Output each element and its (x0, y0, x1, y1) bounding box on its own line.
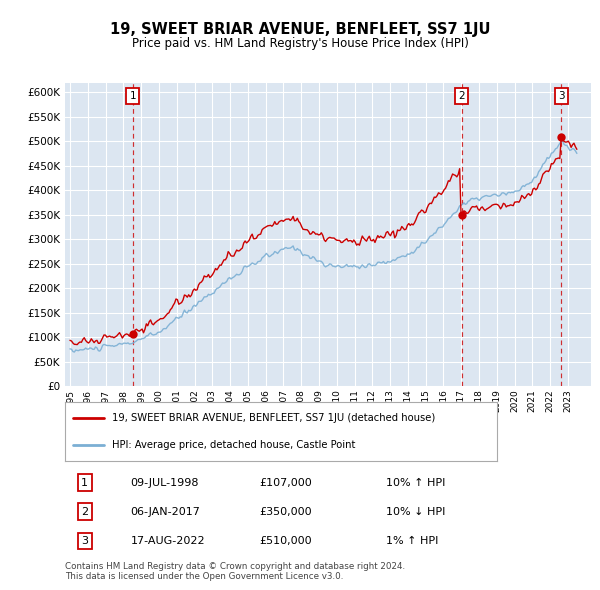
Text: £510,000: £510,000 (259, 536, 312, 546)
Text: 2: 2 (458, 91, 465, 101)
Text: 1% ↑ HPI: 1% ↑ HPI (386, 536, 438, 546)
Text: Contains HM Land Registry data © Crown copyright and database right 2024.
This d: Contains HM Land Registry data © Crown c… (65, 562, 405, 581)
Text: £350,000: £350,000 (259, 507, 312, 517)
Text: 1: 1 (130, 91, 136, 101)
Text: 3: 3 (81, 536, 88, 546)
Text: 19, SWEET BRIAR AVENUE, BENFLEET, SS7 1JU (detached house): 19, SWEET BRIAR AVENUE, BENFLEET, SS7 1J… (112, 414, 436, 423)
Text: 10% ↑ HPI: 10% ↑ HPI (386, 477, 445, 487)
Text: 09-JUL-1998: 09-JUL-1998 (131, 477, 199, 487)
Text: 3: 3 (558, 91, 565, 101)
Text: 19, SWEET BRIAR AVENUE, BENFLEET, SS7 1JU: 19, SWEET BRIAR AVENUE, BENFLEET, SS7 1J… (110, 22, 490, 37)
Text: 06-JAN-2017: 06-JAN-2017 (131, 507, 200, 517)
Text: 1: 1 (81, 477, 88, 487)
Text: 17-AUG-2022: 17-AUG-2022 (131, 536, 205, 546)
Text: 10% ↓ HPI: 10% ↓ HPI (386, 507, 445, 517)
Text: 2: 2 (81, 507, 88, 517)
Text: HPI: Average price, detached house, Castle Point: HPI: Average price, detached house, Cast… (112, 441, 356, 450)
Text: Price paid vs. HM Land Registry's House Price Index (HPI): Price paid vs. HM Land Registry's House … (131, 37, 469, 50)
Text: £107,000: £107,000 (259, 477, 312, 487)
